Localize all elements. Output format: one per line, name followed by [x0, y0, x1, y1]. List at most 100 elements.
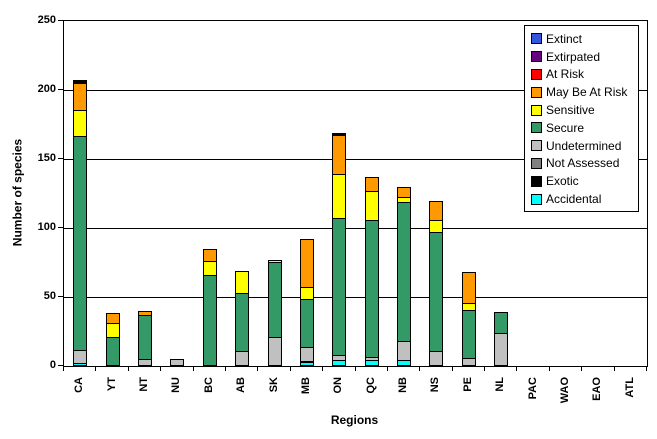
bar-segment-nu-undetermined: [170, 359, 185, 366]
bar-segment-on-accidental: [332, 360, 347, 366]
y-tick-label-0: 0: [49, 359, 56, 371]
legend-item-accidental: Accidental: [531, 190, 638, 208]
legend-item-extinct: Extinct: [531, 30, 638, 48]
bar-segment-ab-sensitive: [235, 271, 250, 294]
stacked-bar-nt: [137, 311, 152, 366]
bar-segment-mb-undetermined: [299, 346, 314, 362]
stacked-bar-yt: [105, 312, 120, 366]
legend-swatch-icon: [531, 175, 542, 187]
bar-segment-ns-secure: [429, 231, 444, 352]
x-tick-mark: [646, 366, 647, 371]
bar-segment-nl-secure: [494, 311, 509, 334]
x-tick-mark: [63, 366, 64, 371]
x-tick-mark: [322, 366, 324, 371]
legend-swatch-icon: [531, 140, 542, 152]
legend-label: Secure: [546, 120, 585, 135]
x-tick-mark: [160, 366, 162, 371]
x-tick-mark: [386, 366, 388, 371]
legend-label: Undetermined: [546, 138, 622, 153]
bar-segment-mb-sensitive: [299, 286, 314, 301]
x-tick-mark: [484, 366, 486, 371]
bar-segment-mb-accidental: [299, 361, 314, 366]
x-tick-mark: [419, 366, 421, 371]
bar-segment-ab-undetermined: [235, 350, 250, 366]
y-axis-title: Number of species: [10, 138, 25, 247]
legend-label: Extinct: [546, 31, 583, 46]
y-tick-mark: [58, 227, 63, 228]
y-tick-label-100: 100: [37, 221, 56, 233]
bar-segment-ca-may-be-at-risk: [73, 83, 88, 111]
bar-segment-nb-accidental: [397, 360, 412, 366]
legend-swatch-icon: [531, 104, 542, 116]
bar-segment-ca-accidental: [73, 363, 88, 366]
bar-segment-ab-secure: [235, 292, 250, 352]
bar-segment-mb-may-be-at-risk: [299, 239, 314, 288]
bar-segment-qc-secure: [364, 220, 379, 359]
bar-segment-yt-sensitive: [105, 322, 120, 339]
y-tick-mark: [58, 89, 63, 90]
bar-segment-pe-secure: [461, 310, 476, 359]
legend-swatch-icon: [531, 51, 542, 63]
legend: Extinct Extirpated At Risk May Be At Risk Se…: [524, 25, 639, 212]
legend-item-extirpated: Extirpated: [531, 48, 638, 66]
y-tick-label-150: 150: [37, 152, 56, 164]
legend-label: Sensitive: [546, 103, 595, 118]
y-tick-mark: [58, 365, 63, 366]
legend-label: Accidental: [546, 192, 602, 207]
y-tick-mark: [58, 296, 63, 297]
stacked-bar-nu: [170, 359, 185, 366]
bar-segment-on-sensitive: [332, 174, 347, 219]
stacked-bar-ns: [429, 200, 444, 366]
x-tick-mark: [127, 366, 129, 371]
stacked-bar-pe: [461, 272, 476, 366]
bar-segment-ca-undetermined: [73, 350, 88, 365]
bar-segment-qc-may-be-at-risk: [364, 176, 379, 192]
legend-swatch-icon: [531, 193, 542, 205]
bar-segment-pe-undetermined: [461, 357, 476, 366]
bar-segment-ca-secure: [73, 136, 88, 352]
x-tick-mark: [257, 366, 259, 371]
legend-swatch-icon: [531, 33, 542, 45]
bar-segment-mb-secure: [299, 299, 314, 348]
bar-segment-nb-secure: [397, 202, 412, 342]
stacked-bar-ab: [235, 271, 250, 366]
legend-swatch-icon: [531, 157, 542, 169]
stacked-bar-sk: [267, 260, 282, 366]
legend-item-may-be-at-risk: May Be At Risk: [531, 83, 638, 101]
bar-segment-sk-undetermined: [267, 337, 282, 366]
stacked-bar-ca: [73, 80, 88, 366]
x-tick-mark: [548, 366, 550, 371]
x-tick-mark: [613, 366, 615, 371]
bar-segment-nt-undetermined: [137, 359, 152, 366]
legend-label: At Risk: [546, 67, 585, 82]
y-tick-label-50: 50: [43, 290, 56, 302]
gridline-y-150: [64, 159, 647, 160]
gridline-y-100: [64, 228, 647, 229]
bar-segment-bc-sensitive: [202, 260, 217, 276]
y-tick-label-250: 250: [37, 14, 56, 26]
bar-segment-ns-undetermined: [429, 350, 444, 366]
x-tick-mark: [224, 366, 226, 371]
bar-segment-nb-undetermined: [397, 340, 412, 362]
legend-item-at-risk: At Risk: [531, 66, 638, 84]
stacked-bar-nl: [494, 311, 509, 366]
y-tick-label-200: 200: [37, 83, 56, 95]
x-axis-title: Regions: [330, 413, 379, 427]
x-tick-mark: [289, 366, 291, 371]
bar-segment-bc-secure: [202, 274, 217, 366]
bar-segment-yt-secure: [105, 337, 120, 366]
legend-item-sensitive: Sensitive: [531, 101, 638, 119]
legend-label: May Be At Risk: [546, 85, 628, 100]
x-tick-mark: [354, 366, 356, 371]
x-tick-mark: [192, 366, 194, 371]
bar-segment-ca-sensitive: [73, 109, 88, 138]
stacked-bar-bc: [202, 249, 217, 366]
legend-item-undetermined: Undetermined: [531, 137, 638, 155]
bar-segment-qc-sensitive: [364, 191, 379, 222]
stacked-bar-nb: [397, 186, 412, 366]
gridline-y-200: [64, 90, 647, 91]
bar-segment-on-may-be-at-risk: [332, 135, 347, 176]
legend-item-not-assessed: Not Assessed: [531, 155, 638, 173]
bar-segment-nl-undetermined: [494, 332, 509, 366]
